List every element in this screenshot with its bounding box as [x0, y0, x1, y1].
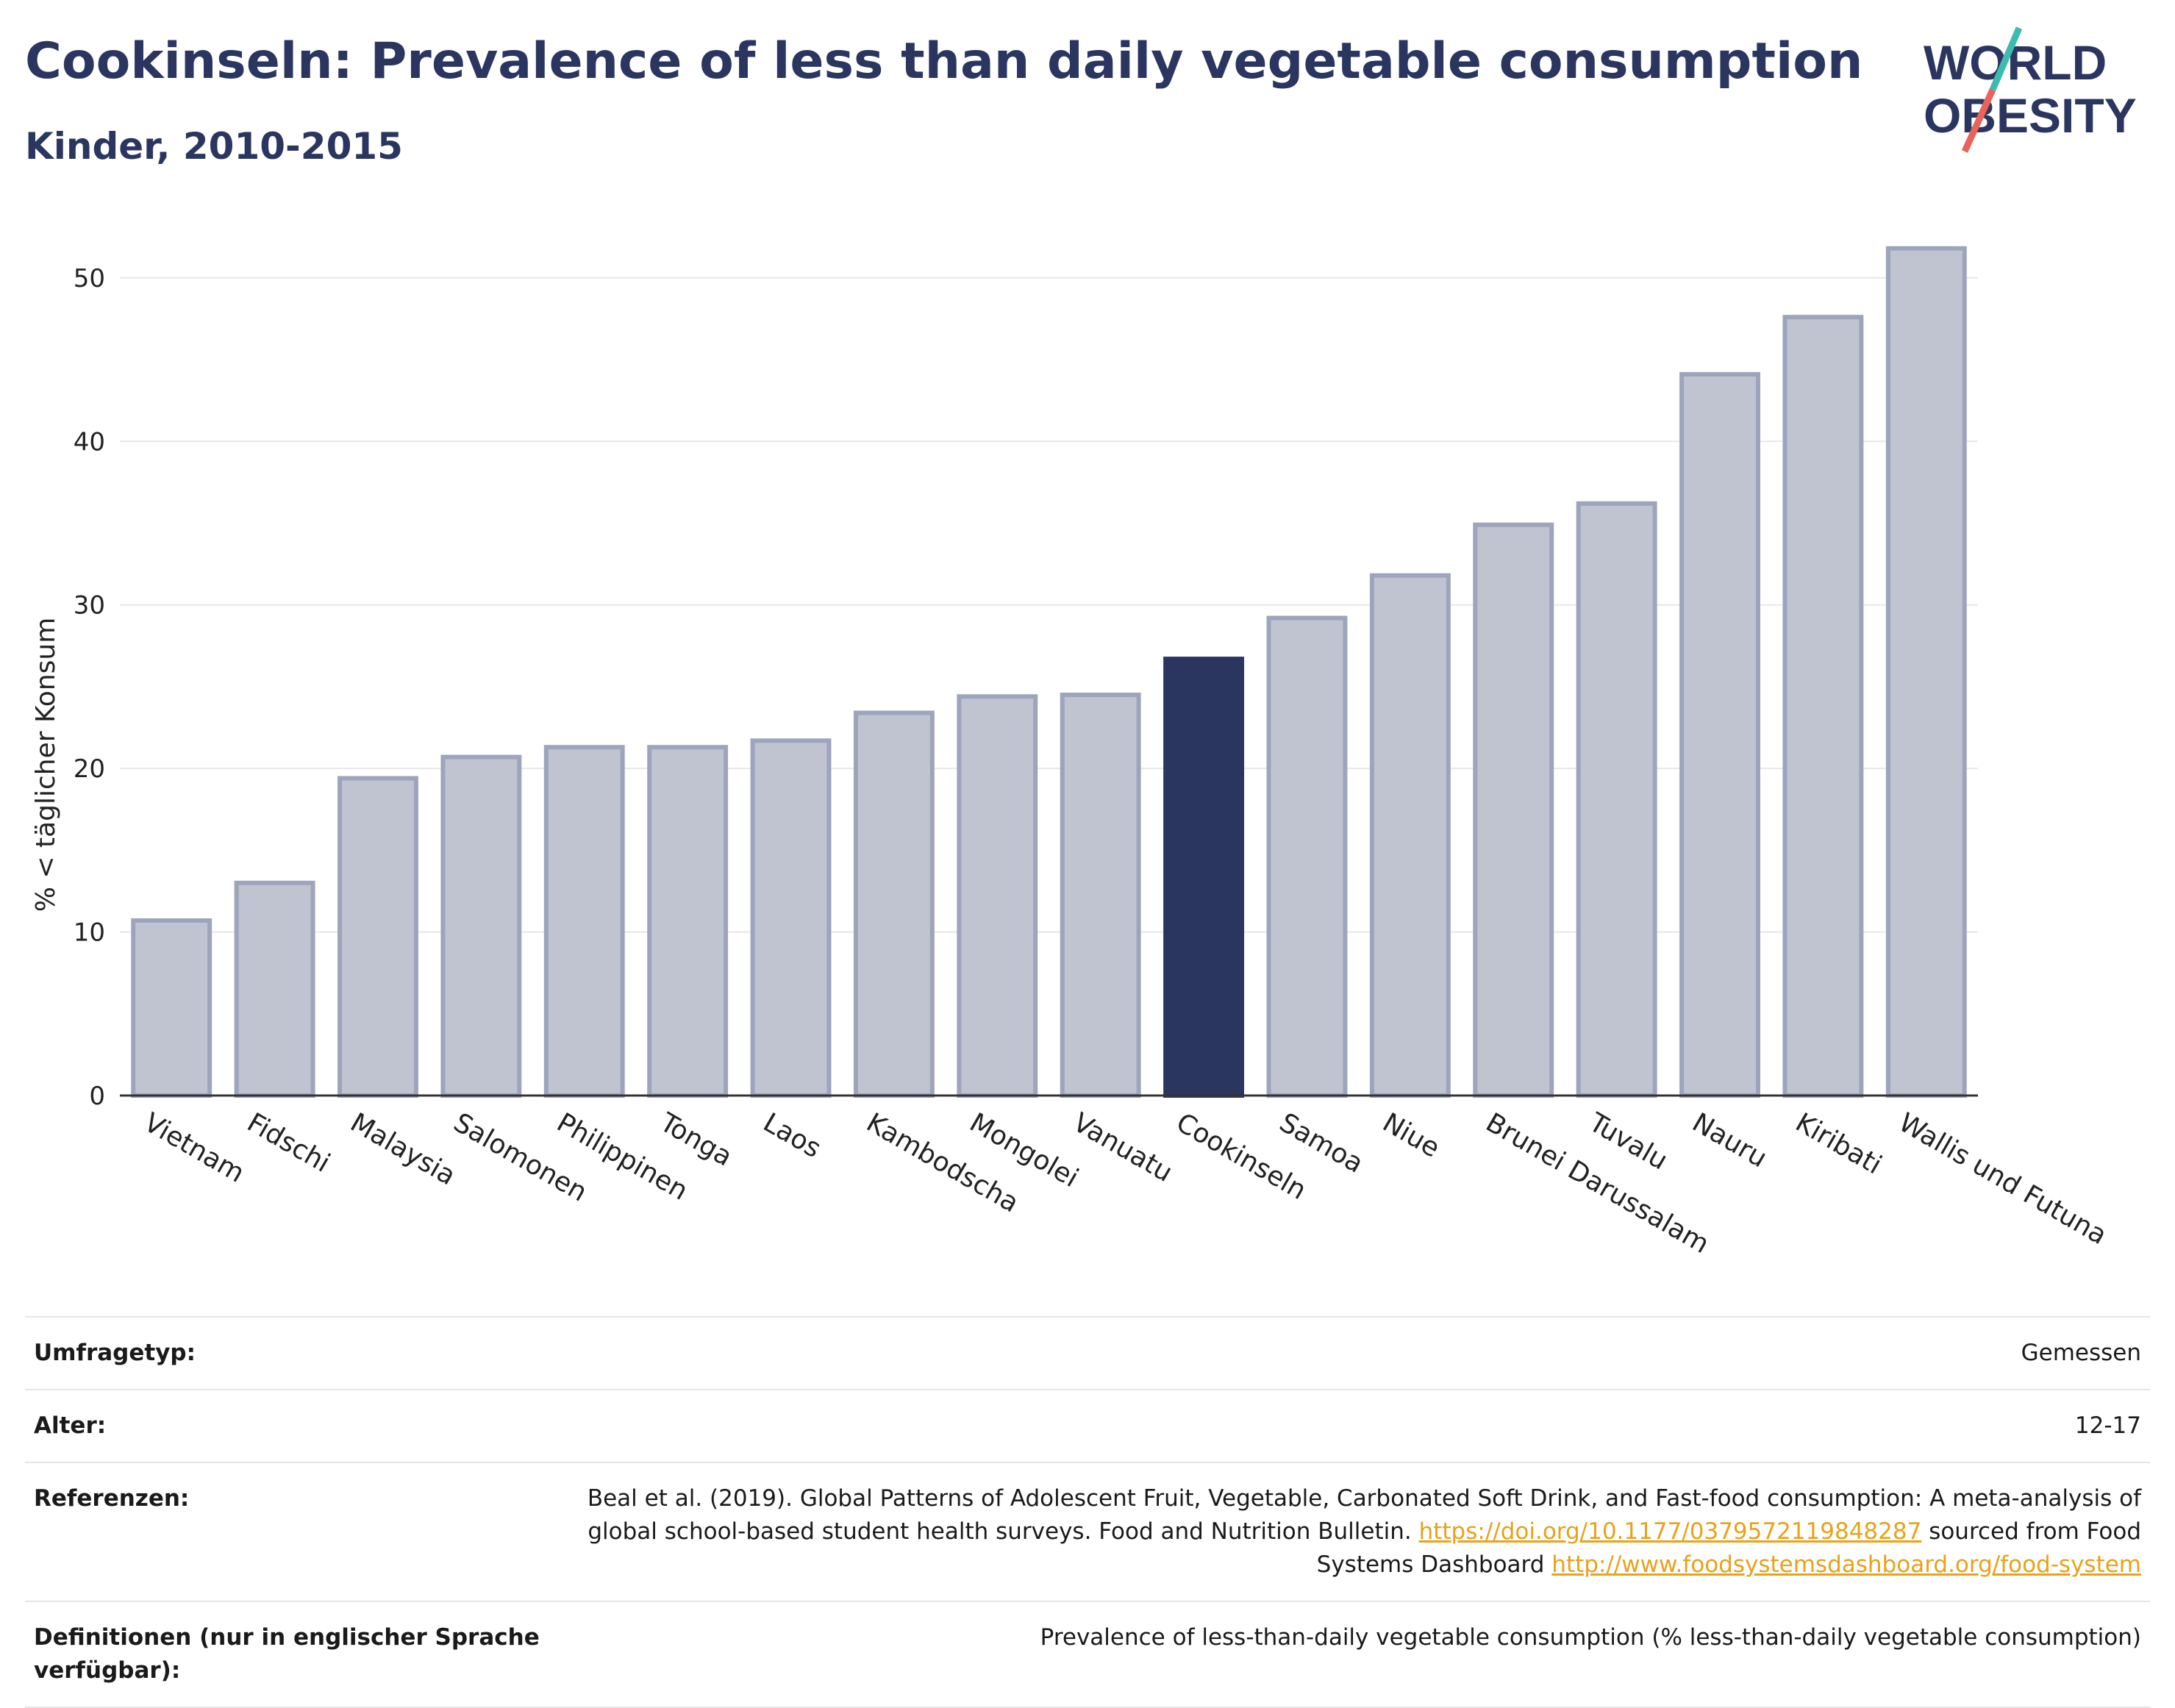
bar-kambodscha [853, 710, 935, 1098]
info-label: Definitionen (nur in englischer Sprache … [34, 1623, 540, 1684]
x-tick-label: Vietnam [139, 1107, 249, 1189]
bar-samoa [1266, 615, 1348, 1098]
x-tick-label: Kiribati [1790, 1107, 1887, 1180]
bar-nauru [1679, 372, 1760, 1098]
y-tick-label: 10 [74, 918, 105, 948]
world-obesity-logo: WORLD OBESITY [1924, 26, 2137, 153]
bars [131, 246, 1967, 1098]
reference-source-text: sourced from Food Systems Dashboard [1316, 1518, 2141, 1578]
y-tick-label: 30 [74, 591, 105, 621]
bar-niue [1369, 573, 1451, 1098]
info-value-references: Beal et al. (2019). Global Patterns of A… [560, 1482, 2141, 1582]
info-row-references: Referenzen: Beal et al. (2019). Global P… [25, 1461, 2150, 1601]
info-table: Umfragetyp: Gemessen Alter: 12-17 Refere… [25, 1316, 2150, 1708]
bar-philippinen [543, 745, 625, 1098]
y-axis-label: % < täglicher Konsum [31, 618, 61, 912]
y-tick-label: 50 [74, 264, 105, 293]
x-tick-label: Vanuatu [1068, 1107, 1177, 1188]
info-value: Gemessen [2021, 1340, 2141, 1366]
info-value: 12-17 [2074, 1412, 2141, 1439]
doi-link[interactable]: https://doi.org/10.1177/0379572119848287 [1418, 1518, 1922, 1545]
logo-slash-coral [1961, 88, 1996, 153]
grid-lines [120, 276, 1978, 933]
bar-tuvalu [1576, 501, 1657, 1098]
bar-vanuatu [1060, 693, 1141, 1098]
y-tick-label: 0 [89, 1082, 105, 1111]
bar-malaysia [338, 776, 418, 1098]
info-row-definitions: Definitionen (nur in englischer Sprache … [25, 1600, 2150, 1708]
bar-vietnam [131, 918, 213, 1098]
y-tick-label: 20 [74, 754, 105, 784]
x-tick-label: Niue [1377, 1107, 1444, 1163]
x-tick-label: Laos [758, 1107, 826, 1164]
bar-mongolei [957, 694, 1038, 1098]
bar-wallis-und-futuna [1885, 246, 1967, 1098]
x-tick-label: Malaysia [345, 1107, 460, 1191]
info-row-survey-type: Umfragetyp: Gemessen [25, 1316, 2150, 1389]
info-value: Prevalence of less-than-daily vegetable … [1040, 1623, 2141, 1651]
info-row-age: Alter: 12-17 [25, 1388, 2150, 1462]
page-title: Cookinseln: Prevalence of less than dail… [25, 32, 1863, 90]
reference-text: Beal et al. (2019). Global Patterns of A… [587, 1484, 2141, 1545]
bar-kiribati [1782, 315, 1864, 1098]
x-tick-label: Tonga [654, 1107, 738, 1173]
y-tick-label: 40 [74, 427, 105, 457]
bar-tonga [647, 745, 729, 1098]
logo-line2: OBESITY [1924, 88, 2137, 143]
food-systems-link[interactable]: http://www.foodsystemsdashboard.org/food… [1551, 1551, 2141, 1578]
page-subtitle: Kinder, 2010-2015 [25, 125, 403, 168]
x-tick-label: Wallis und Futuna [1893, 1107, 2112, 1251]
bar-laos [750, 738, 832, 1098]
bar-brunei-darussalam [1473, 522, 1554, 1098]
bar-salomonen [440, 754, 522, 1098]
info-label: Referenzen: [34, 1484, 190, 1512]
x-tick-label: Fidschi [242, 1107, 335, 1179]
logo-slash-teal [1989, 26, 2023, 91]
bar-fidschi [234, 880, 315, 1098]
info-label: Alter: [34, 1412, 107, 1439]
info-label: Umfragetyp: [34, 1340, 196, 1366]
x-tick-label: Nauru [1688, 1107, 1772, 1173]
bar-cookinseln [1163, 657, 1245, 1098]
